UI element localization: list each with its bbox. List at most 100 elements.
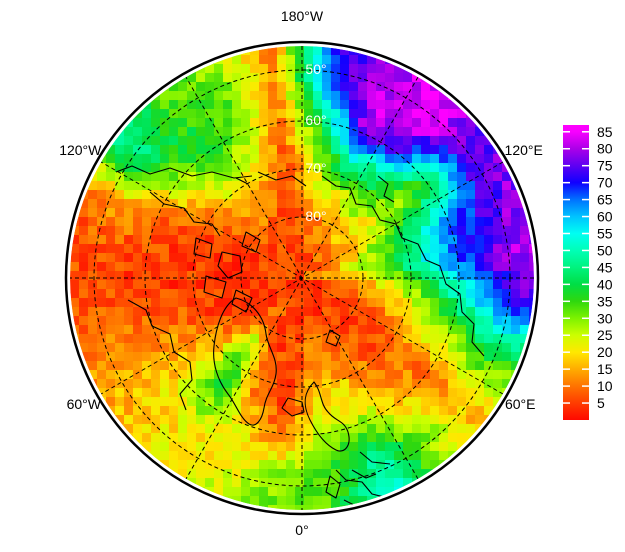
heatmap-cell [259,172,268,181]
coastline-path [193,231,261,313]
heatmap-cell [484,316,493,325]
heatmap-cell [151,109,160,118]
heatmap-cell [403,388,412,397]
heatmap-cell [403,163,412,172]
heatmap-cell [358,91,367,100]
heatmap-cell [295,163,304,172]
heatmap-cell [79,289,88,298]
heatmap-cell [358,316,367,325]
heatmap-cell [151,253,160,262]
heatmap-cell [412,379,421,388]
colorbar-tick-label: 45 [597,259,613,275]
heatmap-cell [340,82,349,91]
heatmap-cell [241,217,250,226]
heatmap-cell [457,154,466,163]
heatmap-cell [169,190,178,199]
heatmap-cell [142,163,151,172]
heatmap-cell [484,352,493,361]
latitude-label: 80° [305,208,326,224]
heatmap-cell [304,298,313,307]
heatmap-cell [367,91,376,100]
heatmap-cell [340,307,349,316]
heatmap-cell [367,334,376,343]
heatmap-cell [259,127,268,136]
heatmap-cell [457,343,466,352]
heatmap-cell [376,298,385,307]
heatmap-cell [187,352,196,361]
heatmap-cell [493,208,502,217]
heatmap-cell [412,280,421,289]
heatmap-cell [124,226,133,235]
heatmap-cell [169,334,178,343]
heatmap-cell [349,73,358,82]
heatmap-cell [97,298,106,307]
heatmap-cell [250,352,259,361]
heatmap-cell [439,451,448,460]
heatmap-cell [322,298,331,307]
heatmap-cell [124,181,133,190]
heatmap-cell [214,379,223,388]
heatmap-cell [502,208,511,217]
heatmap-cell [124,235,133,244]
heatmap-cell [160,325,169,334]
heatmap-cell [412,82,421,91]
heatmap-cell [403,172,412,181]
heatmap-cell [250,307,259,316]
heatmap-cell [160,154,169,163]
heatmap-cell [493,370,502,379]
heatmap-cell [412,271,421,280]
heatmap-cell [115,154,124,163]
heatmap-cell [439,316,448,325]
heatmap-cell [160,298,169,307]
heatmap-cell [466,244,475,253]
heatmap-cell [493,244,502,253]
heatmap-cell [385,181,394,190]
heatmap-cell [349,460,358,469]
heatmap-cell [187,253,196,262]
heatmap-cell [367,388,376,397]
heatmap-cell [232,424,241,433]
heatmap-cell [70,244,79,253]
heatmap-cell [358,388,367,397]
heatmap-cell [430,325,439,334]
heatmap-cell [412,73,421,82]
heatmap-cell [475,289,484,298]
heatmap-cell [412,370,421,379]
heatmap-cell [484,379,493,388]
heatmap-cell [421,433,430,442]
heatmap-cell [232,91,241,100]
heatmap-cell [241,424,250,433]
heatmap-cell [250,334,259,343]
heatmap-cell [529,289,534,298]
heatmap-cell [304,379,313,388]
heatmap-cell [178,145,187,154]
heatmap-cell [259,415,268,424]
heatmap-cell [97,253,106,262]
heatmap-cell [430,298,439,307]
heatmap-cell [169,235,178,244]
heatmap-cell [439,109,448,118]
heatmap-cell [367,64,376,73]
heatmap-cell [214,181,223,190]
heatmap-cell [268,343,277,352]
heatmap-cell [376,217,385,226]
heatmap-cell [331,370,340,379]
heatmap-cell [448,244,457,253]
heatmap-cell [169,208,178,217]
heatmap-cell [520,235,529,244]
heatmap-cell [277,235,286,244]
heatmap-cell [448,271,457,280]
map-white-rim [67,43,537,513]
heatmap-cell [385,127,394,136]
heatmap-cell [169,280,178,289]
heatmap-cell [223,406,232,415]
heatmap-cell [412,469,421,478]
heatmap-cell [196,334,205,343]
heatmap-cell [151,190,160,199]
heatmap-cell [340,217,349,226]
heatmap-cell [79,316,88,325]
heatmap-cell [457,208,466,217]
heatmap-cell [169,253,178,262]
heatmap-cell [232,136,241,145]
